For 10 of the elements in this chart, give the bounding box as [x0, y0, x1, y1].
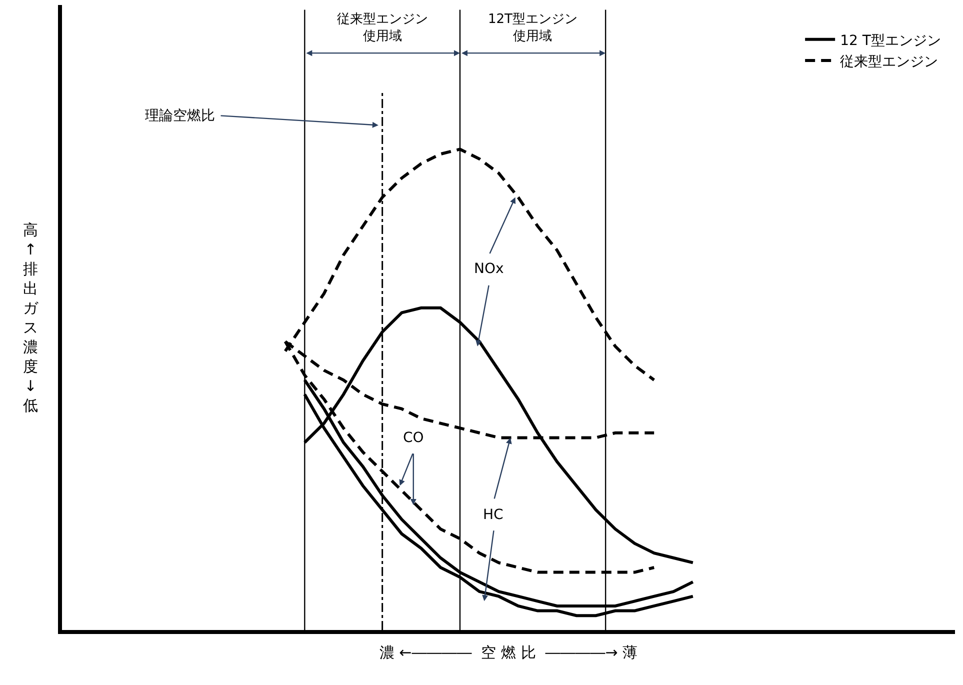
- annotation: HC: [483, 507, 504, 523]
- text: 従来型エンジン使用域: [337, 12, 428, 44]
- text: 12T型エンジン使用域: [488, 12, 578, 44]
- legend-label: 従来型エンジン: [840, 54, 938, 70]
- annotation: NOx: [474, 261, 504, 277]
- x-axis-title: 濃 ←―――― 空 燃 比 ――――→ 薄: [379, 644, 638, 662]
- annotation: CO: [403, 430, 424, 446]
- legend-label: 12 T型エンジン: [840, 32, 941, 49]
- text: 理論空燃比: [145, 108, 215, 124]
- text: 高 ↑ 排出ガス濃度 ↓ 低: [23, 221, 38, 414]
